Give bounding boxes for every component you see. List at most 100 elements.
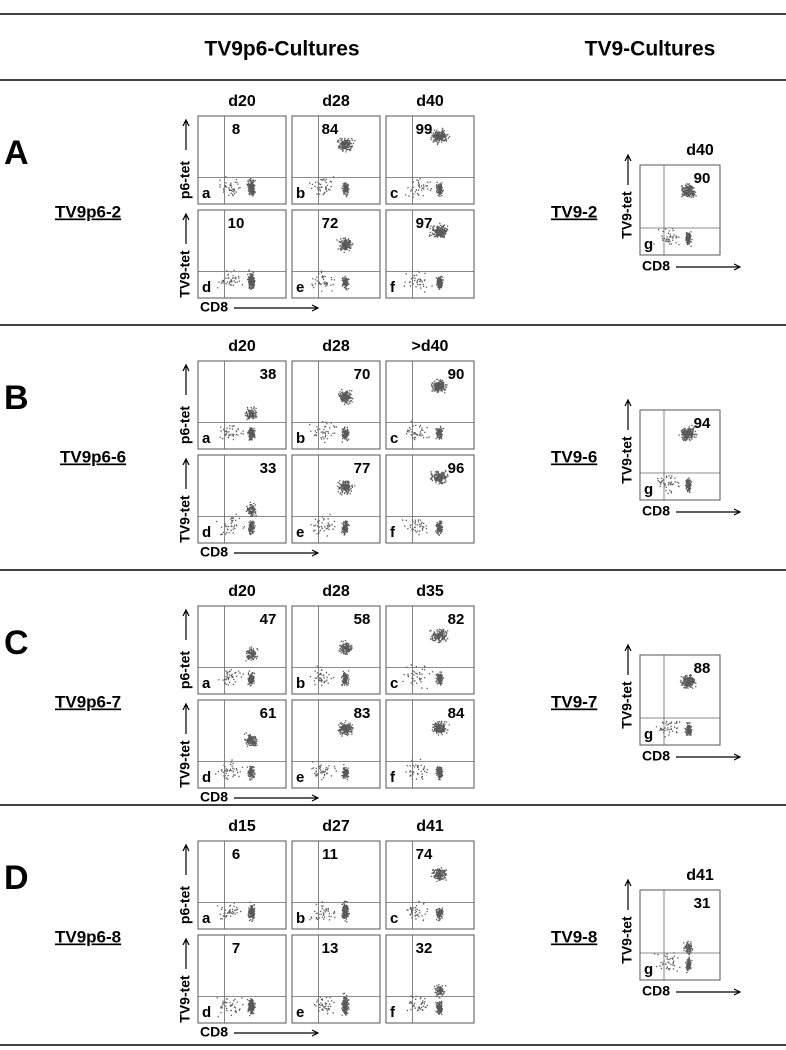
dots [215, 732, 258, 781]
panel-letter: g [644, 726, 653, 743]
x-axis-label: CD8 [642, 503, 670, 519]
x-axis-label: CD8 [200, 789, 228, 805]
culture-name: TV9-7 [551, 692, 597, 711]
day-label: d40 [416, 93, 444, 110]
dots [216, 901, 256, 922]
axis-arrow [676, 263, 742, 271]
day-label: d20 [228, 583, 256, 600]
dots [655, 674, 697, 738]
panel-letter: d [202, 769, 211, 786]
day-label: d27 [322, 818, 350, 835]
axis-arrow [182, 118, 190, 150]
value: 83 [354, 705, 371, 722]
panel-letter: g [644, 961, 653, 978]
panel-letter: e [296, 524, 304, 541]
axis-arrow [624, 153, 632, 185]
day-label: d20 [228, 338, 256, 355]
dots [218, 646, 259, 687]
dots [313, 992, 350, 1016]
panel-letter: g [644, 236, 653, 253]
axis-arrow [182, 702, 190, 734]
day-label: d15 [228, 818, 256, 835]
day-label: d40 [686, 142, 714, 159]
plot-frame [291, 454, 381, 544]
axis-arrow [182, 608, 190, 640]
plot-frame [385, 115, 475, 205]
plot-frame [639, 164, 721, 256]
x-axis-label: CD8 [200, 299, 228, 315]
day-label: d28 [322, 338, 350, 355]
plot-frame [639, 889, 721, 981]
axis-arrow [624, 643, 632, 675]
panel-letter: c [390, 430, 398, 447]
axis-arrow [676, 753, 742, 761]
value: 61 [260, 705, 277, 722]
day-label: d35 [416, 583, 444, 600]
value: 77 [354, 460, 371, 477]
panel-letter: a [202, 430, 211, 447]
axis-arrow [182, 363, 190, 395]
dots [216, 997, 256, 1018]
plot-frame [291, 605, 381, 695]
dots [406, 867, 447, 922]
day-label: d41 [686, 867, 714, 884]
panel-letter: e [296, 279, 304, 296]
value: 70 [354, 366, 371, 383]
panel-letter: f [390, 769, 396, 786]
panel-letter: g [644, 481, 653, 498]
y-axis-label: TV9-tet [619, 436, 635, 484]
plot-frame [197, 209, 287, 299]
dots [309, 640, 353, 687]
plot-frame [291, 209, 381, 299]
value: 90 [448, 366, 465, 383]
day-label: d28 [322, 93, 350, 110]
plot-frame [197, 605, 287, 695]
panel-letter: d [202, 1004, 211, 1021]
value: 31 [694, 895, 711, 912]
value: 96 [448, 460, 465, 477]
value: 90 [694, 170, 711, 187]
value: 84 [322, 121, 339, 138]
axis-arrow [234, 1029, 320, 1037]
y-axis-label: TV9-tet [177, 250, 193, 298]
panel-letter: f [390, 524, 396, 541]
value: 38 [260, 366, 277, 383]
value: 10 [228, 215, 245, 232]
day-label: >d40 [412, 338, 449, 355]
plot-frame [197, 454, 287, 544]
row-letter: C [4, 624, 29, 662]
value: 13 [322, 940, 339, 957]
dots [406, 378, 448, 441]
plot-frame [385, 699, 475, 789]
panel-letter: c [390, 675, 398, 692]
value: 97 [416, 215, 433, 232]
y-axis-label: TV9-tet [619, 191, 635, 239]
dots [311, 237, 354, 292]
plot-frame [197, 840, 287, 930]
x-axis-label: CD8 [200, 544, 228, 560]
value: 84 [448, 705, 465, 722]
culture-name: TV9p6-7 [55, 692, 121, 711]
y-axis-label: p6-tet [177, 161, 193, 199]
y-axis-label: TV9-tet [177, 975, 193, 1023]
panel-letter: b [296, 185, 305, 202]
axis-arrow [182, 843, 190, 875]
panel-letter: d [202, 524, 211, 541]
dots [217, 269, 256, 291]
y-axis-label: p6-tet [177, 406, 193, 444]
plot-frame [639, 654, 721, 746]
value: 74 [416, 846, 433, 863]
dots [401, 469, 449, 536]
panel-letter: a [202, 910, 211, 927]
value: 94 [694, 415, 711, 432]
panel-letter: b [296, 430, 305, 447]
axis-arrow [624, 878, 632, 910]
dots [403, 222, 449, 293]
dots [657, 424, 698, 494]
day-label: d41 [416, 818, 444, 835]
plot-frame [197, 115, 287, 205]
panel-letter: c [390, 910, 398, 927]
header: TV9-Cultures [585, 38, 716, 61]
dots [310, 480, 356, 537]
axis-arrow [234, 549, 320, 557]
